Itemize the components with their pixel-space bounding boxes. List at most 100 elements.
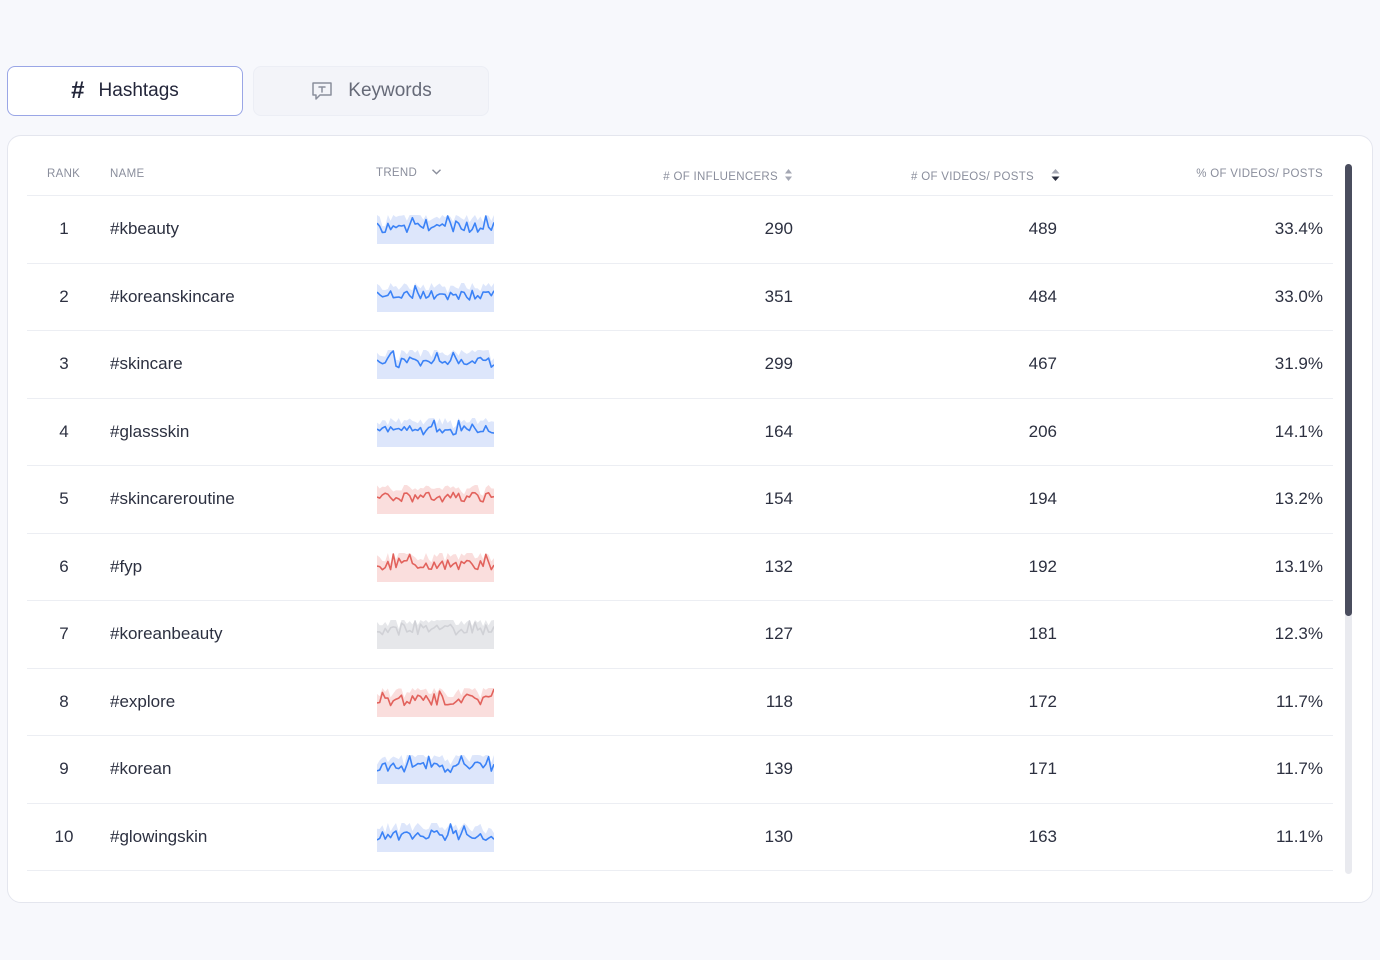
header-videos-label: # OF VIDEOS/ POSTS <box>911 170 1034 183</box>
keyword-chat-icon <box>310 79 334 103</box>
rank-cell: 10 <box>54 826 74 846</box>
trend-line <box>376 215 495 234</box>
tab-keywords-label: Keywords <box>348 80 432 101</box>
hashtag-name[interactable]: #explore <box>110 691 176 711</box>
table-row[interactable]: 5 #skincareroutine 154 194 13.2% <box>27 466 1333 534</box>
influencers-count: 118 <box>765 691 793 711</box>
videos-percent: 11.7% <box>1276 691 1323 711</box>
table-row[interactable]: 8 #explore 118 172 11.7% <box>27 669 1333 736</box>
trend-line <box>376 755 495 774</box>
hashtag-name[interactable]: #skincareroutine <box>110 489 235 509</box>
videos-percent: 33.0% <box>1274 286 1323 306</box>
trend-line <box>376 284 495 301</box>
tab-hashtags-label: Hashtags <box>98 80 179 101</box>
videos-count: 163 <box>1028 826 1057 846</box>
videos-percent: 13.1% <box>1274 556 1323 576</box>
trend-sparkline <box>376 349 495 380</box>
trend-sparkline <box>376 484 495 515</box>
influencers-count: 351 <box>764 286 793 306</box>
influencers-count: 132 <box>764 556 793 576</box>
header-name: NAME <box>110 168 144 180</box>
videos-count: 172 <box>1028 691 1057 711</box>
header-influencers-label: # OF INFLUENCERS <box>663 170 778 183</box>
table-row[interactable]: 6 #fyp 132 192 13.1% <box>27 534 1333 601</box>
table-row[interactable]: 10 #glowingskin 130 163 11.1% <box>27 804 1333 871</box>
tab-hashtags[interactable]: # Hashtags <box>7 66 243 116</box>
trend-line <box>376 552 495 571</box>
trend-band <box>377 350 494 380</box>
hashtag-name[interactable]: #kbeauty <box>110 219 179 239</box>
trend-band <box>377 215 494 245</box>
hashtag-name[interactable]: #koreanbeauty <box>110 624 223 644</box>
videos-percent: 13.2% <box>1274 489 1323 509</box>
trend-sparkline <box>376 619 495 650</box>
influencers-count: 139 <box>764 759 793 779</box>
table-body: 1 #kbeauty 290 489 33.4% 2 #koreanskincare 351 4… <box>27 196 1333 871</box>
influencers-count: 130 <box>764 826 793 846</box>
header-percent-label: % OF VIDEOS/ POSTS <box>1196 168 1323 180</box>
tab-bar: # Hashtags Keywords <box>7 66 489 116</box>
hashtag-name[interactable]: #fyp <box>110 556 143 576</box>
trend-line <box>376 822 495 841</box>
rank-cell: 6 <box>59 556 69 576</box>
tab-keywords[interactable]: Keywords <box>253 66 489 116</box>
header-videos[interactable]: # OF VIDEOS/ POSTS <box>911 168 1061 185</box>
rank-cell: 1 <box>59 219 69 239</box>
trend-line <box>376 620 495 637</box>
trend-band <box>377 417 494 447</box>
table-header: RANK NAME TREND # OF INFLUENCERS # OF VI… <box>27 156 1333 196</box>
table-row[interactable]: 7 #koreanbeauty 127 181 12.3% <box>27 601 1333 669</box>
videos-count: 171 <box>1028 759 1057 779</box>
hashtags-table-card: RANK NAME TREND # OF INFLUENCERS # OF VI… <box>7 135 1373 903</box>
table-row[interactable]: 1 #kbeauty 290 489 33.4% <box>27 196 1333 264</box>
influencers-count: 164 <box>764 421 793 441</box>
videos-count: 192 <box>1028 556 1057 576</box>
videos-count: 489 <box>1028 219 1057 239</box>
table-row[interactable]: 9 #korean 139 171 11.7% <box>27 736 1333 804</box>
videos-count: 181 <box>1028 624 1057 644</box>
sort-desc-icon[interactable] <box>1050 168 1061 185</box>
hashtag-name[interactable]: #koreanskincare <box>110 286 235 306</box>
influencers-count: 154 <box>764 489 793 509</box>
hashtag-name[interactable]: #glassskin <box>110 421 190 441</box>
trend-sparkline <box>376 754 495 785</box>
hashtag-name[interactable]: #korean <box>110 759 172 779</box>
table-row[interactable]: 4 #glassskin 164 206 14.1% <box>27 399 1333 466</box>
rank-cell: 2 <box>59 286 69 306</box>
hashtag-name[interactable]: #glowingskin <box>110 826 208 846</box>
videos-percent: 12.3% <box>1274 624 1323 644</box>
scrollbar-track[interactable] <box>1345 164 1352 874</box>
trend-line <box>376 688 495 707</box>
videos-count: 194 <box>1028 489 1057 509</box>
trend-line <box>376 491 495 503</box>
rank-cell: 5 <box>59 489 69 509</box>
hashtag-name[interactable]: #skincare <box>110 354 183 374</box>
header-rank-label: RANK <box>47 168 81 180</box>
trend-line <box>376 350 495 369</box>
rank-cell: 9 <box>59 759 69 779</box>
header-trend-label: TREND <box>376 167 418 179</box>
videos-percent: 14.1% <box>1274 421 1323 441</box>
videos-percent: 31.9% <box>1274 354 1323 374</box>
hashtags-table: RANK NAME TREND # OF INFLUENCERS # OF VI… <box>27 156 1333 871</box>
header-influencers[interactable]: # OF INFLUENCERS <box>663 168 793 185</box>
videos-count: 484 <box>1028 286 1057 306</box>
trend-sparkline <box>376 822 495 852</box>
trend-sparkline <box>376 214 495 245</box>
videos-percent: 11.7% <box>1276 759 1323 779</box>
chevron-down-icon[interactable] <box>431 167 442 179</box>
header-trend[interactable]: TREND <box>376 167 442 179</box>
videos-percent: 11.1% <box>1276 826 1323 846</box>
trend-sparkline <box>376 552 495 582</box>
trend-band <box>377 755 494 785</box>
rank-cell: 4 <box>59 421 69 441</box>
table-row[interactable]: 2 #koreanskincare 351 484 33.0% <box>27 264 1333 331</box>
videos-count: 467 <box>1028 354 1057 374</box>
sort-icon[interactable] <box>784 168 793 185</box>
scrollbar-thumb[interactable] <box>1345 164 1352 616</box>
influencers-count: 299 <box>764 354 793 374</box>
trend-band <box>377 620 494 650</box>
trend-sparkline <box>376 417 495 447</box>
hashtag-icon: # <box>71 77 85 104</box>
table-row[interactable]: 3 #skincare 299 467 31.9% <box>27 331 1333 399</box>
